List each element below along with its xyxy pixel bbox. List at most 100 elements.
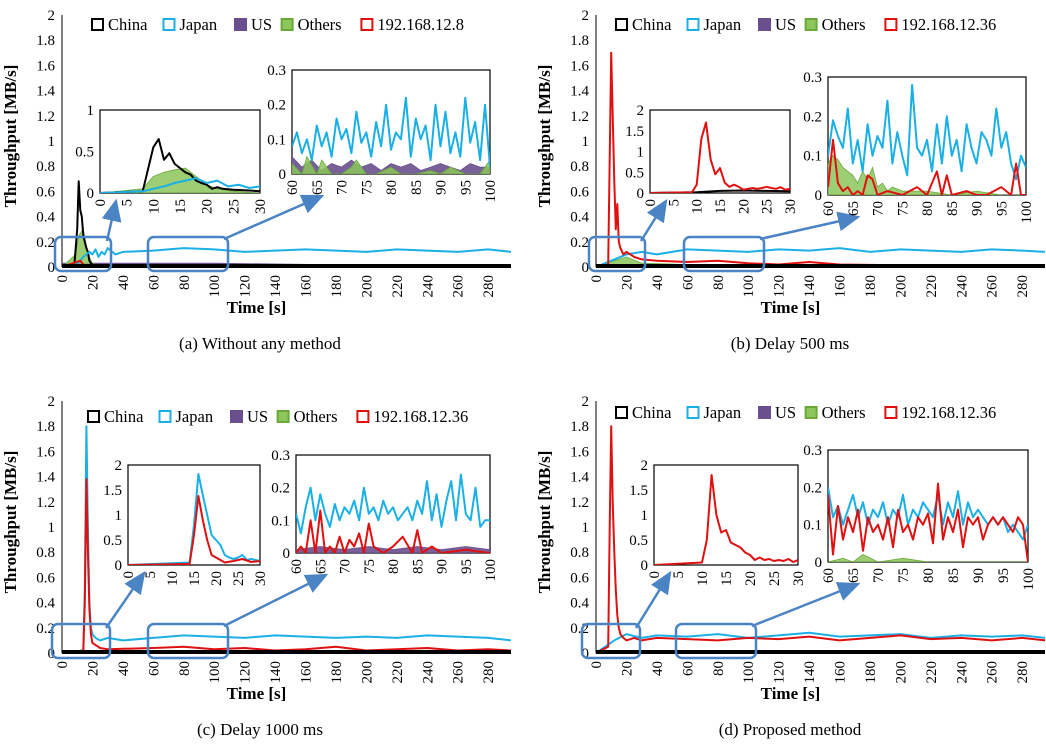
legend-swatch	[615, 406, 628, 419]
inset-xtick-label: 90	[971, 568, 987, 583]
inset-series	[296, 473, 490, 553]
xtick-label: 80	[711, 661, 727, 676]
ytick-label: 1.8	[570, 419, 589, 435]
callout-arrow	[759, 211, 861, 241]
inset-0-0: 00.510 5 10 15 20 25 30	[75, 103, 269, 214]
inset-xtick-label: 60	[285, 180, 301, 195]
inset-xtick-label: 95	[458, 180, 474, 195]
legend-swatch	[360, 18, 374, 31]
inset-ytick-label: 0.3	[803, 70, 822, 86]
inset-xtick-label: 10	[695, 571, 711, 586]
inset-xtick-label: 100	[1019, 201, 1035, 224]
zoom-region-box	[674, 622, 758, 660]
ytick-label: 0.6	[36, 570, 55, 586]
xtick-label: 120	[238, 661, 254, 684]
inset-xtick-label: 25	[226, 199, 242, 214]
zoom-region-box	[50, 622, 112, 660]
xtick-label: 60	[146, 275, 162, 290]
inset-xtick-label: 15	[713, 199, 729, 214]
ytick-label: 1.4	[570, 84, 589, 100]
xtick-label: 260	[985, 275, 1001, 298]
series-area-others-1	[62, 228, 511, 268]
x-axis-label: Time [s]	[761, 298, 821, 317]
legend-swatch	[804, 406, 818, 419]
series-line-192-168-12-36-0	[654, 474, 798, 565]
series-line-japan-0	[828, 83, 1026, 181]
series-line-192-168-12-36-1	[596, 425, 1046, 654]
y-axis-label: Throughput [MB/s]	[1, 451, 20, 594]
xtick-label: 260	[451, 661, 467, 684]
legend-swatch	[234, 18, 247, 31]
ytick-label: 0.8	[570, 545, 589, 561]
ytick-label: 1.8	[570, 33, 589, 49]
xtick-label: 160	[299, 661, 315, 684]
xtick-label: 180	[863, 275, 879, 298]
zoom-region-box	[146, 235, 230, 273]
legend-label: 192.168.12.36	[373, 407, 468, 426]
xtick-label: 40	[116, 661, 132, 676]
inset-xtick-label: 80	[386, 559, 402, 574]
xtick-label: 140	[268, 661, 284, 684]
legend-label: US	[775, 403, 796, 422]
xtick-label: 100	[741, 661, 757, 684]
inset-xtick-label: 25	[231, 571, 247, 586]
inset-xtick-label: 30	[253, 199, 269, 214]
series-line-japan-1	[62, 247, 512, 268]
inset-ytick-label: 0.5	[103, 533, 122, 549]
ytick-label: 1.2	[570, 495, 589, 511]
xtick-label: 60	[146, 661, 162, 676]
inset-ytick-label: 0	[815, 188, 823, 204]
legend-label: 192.168.12.8	[377, 15, 464, 34]
inset-ytick-label: 0.5	[75, 145, 94, 161]
inset-xtick-label: 20	[736, 199, 752, 214]
ytick-label: 0.4	[36, 596, 55, 612]
inset-frame	[653, 464, 799, 566]
legend-swatch	[686, 406, 700, 419]
chart-panel-1: 00.20.40.60.811.21.41.61.820 20 40 60 80 100 1…	[1, 8, 512, 353]
inset-xtick-label: 75	[895, 201, 911, 216]
legend-swatch	[804, 18, 818, 31]
inset-xtick-label: 5	[671, 571, 687, 579]
series-line-192-168-12-36-1	[828, 138, 1026, 195]
legend-swatch	[162, 18, 176, 31]
inset-ytick-label: 2	[115, 458, 123, 474]
ytick-label: 0.4	[570, 210, 589, 226]
callout-arrow	[223, 573, 329, 628]
inset-ytick-label: 2	[641, 458, 649, 474]
ytick-label: 2	[48, 8, 56, 24]
inset-xtick-label: 90	[434, 180, 450, 195]
inset-1-1: 0 0.1 0.2 0.3 60 65 70 75 80 85 90 95 100	[803, 70, 1035, 224]
xtick-label: 240	[420, 661, 436, 684]
inset-xtick-label: 0	[93, 199, 109, 207]
series-area-others-0	[100, 167, 260, 193]
zoom-region-box	[587, 235, 647, 273]
xtick-label: 220	[390, 275, 406, 298]
xtick-label: 140	[802, 661, 818, 684]
inset-xtick-label: 70	[335, 180, 351, 195]
inset-ytick-label: 1.5	[103, 483, 122, 499]
inset-xtick-label: 95	[996, 568, 1012, 583]
inset-ytick-label: 2	[637, 103, 645, 119]
legend-swatch	[230, 410, 243, 423]
inset-ytick-label: 0.3	[271, 448, 290, 464]
series-line-192-168-12-36-1	[828, 482, 1028, 562]
xtick-label: 220	[924, 661, 940, 684]
ytick-label: 0.6	[36, 184, 55, 200]
inset-xtick-label: 60	[821, 568, 837, 583]
xtick-label: 60	[680, 275, 696, 290]
xtick-label: 40	[650, 275, 666, 290]
inset-2-0: 00.511.520 5 10 15 20 25 30	[103, 458, 269, 586]
ytick-label: 1.8	[36, 419, 55, 435]
legend-label: Others	[298, 15, 342, 34]
legend-swatch	[280, 18, 294, 31]
legend-label: US	[775, 15, 796, 34]
legend-swatch	[686, 18, 700, 31]
series-line-china-0	[100, 138, 260, 193]
ytick-label: 0.2	[36, 235, 55, 251]
inset-xtick-label: 85	[946, 568, 962, 583]
ytick-label: 0.8	[36, 159, 55, 175]
inset-ytick-label: 0	[87, 186, 95, 202]
inset-xtick-label: 100	[1021, 568, 1037, 591]
legend-label: Japan	[176, 407, 214, 426]
